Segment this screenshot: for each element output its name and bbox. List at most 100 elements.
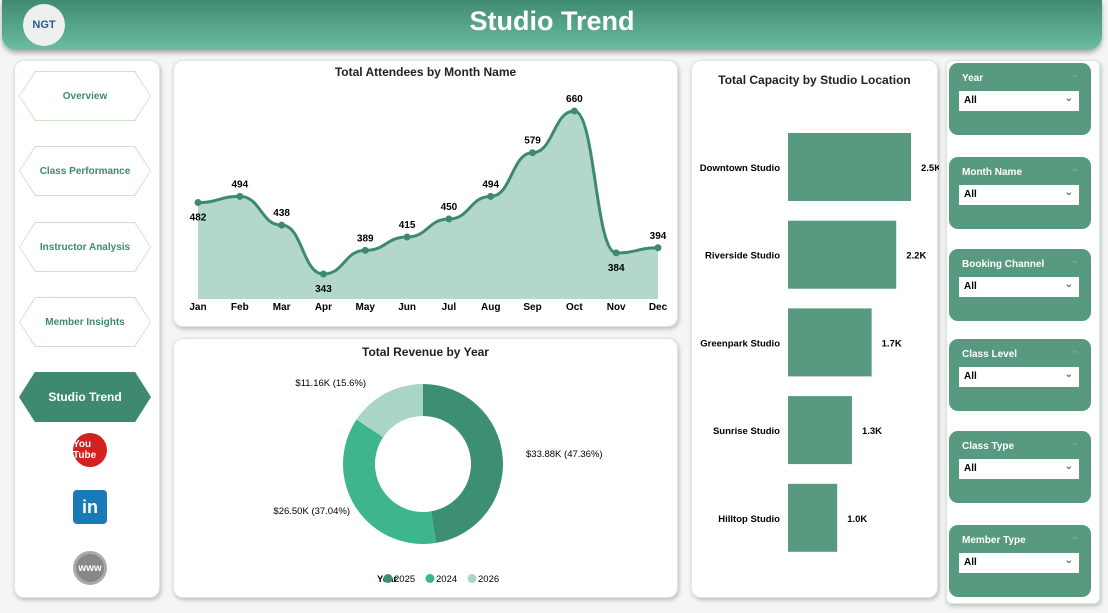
data-label: 415 [399, 220, 416, 231]
nav-panel: Overview Class Performance Instructor An… [14, 60, 160, 598]
bar [788, 483, 838, 552]
data-point [361, 246, 369, 254]
area-fill [198, 111, 658, 299]
chart-title: Total Revenue by Year [362, 345, 489, 359]
chevron-down-icon[interactable]: ⌄ [1070, 437, 1079, 448]
legend-label: 2026 [478, 574, 499, 585]
data-point [487, 192, 495, 200]
filter-label: Year [962, 73, 984, 84]
data-point [529, 149, 537, 157]
data-label: 394 [650, 231, 667, 242]
legend-marker [425, 574, 435, 583]
chevron-down-icon[interactable]: ⌄ [1070, 531, 1079, 542]
data-point [278, 221, 286, 229]
filter-dropdown[interactable]: All ⌄ [959, 277, 1079, 297]
x-tick-label: Nov [607, 302, 626, 313]
data-point [612, 249, 620, 257]
filter-dropdown[interactable]: All ⌄ [959, 459, 1079, 479]
filter-label: Member Type [962, 535, 1026, 546]
filter-0: Year ⌄ All ⌄ [949, 63, 1091, 135]
nav-overview[interactable]: Overview [19, 71, 151, 121]
filter-dropdown[interactable]: All ⌄ [959, 553, 1079, 573]
data-label: 2.2K [906, 251, 926, 262]
category-label: Riverside Studio [705, 251, 780, 262]
attendees-chart: Total Attendees by Month Name 482 Jan 494 F… [173, 60, 678, 327]
legend-label: 2025 [394, 574, 415, 585]
bar [788, 133, 911, 201]
youtube-icon[interactable]: You Tube [73, 433, 107, 467]
data-label: 1.0K [847, 514, 867, 525]
filter-panel: Year ⌄ All ⌄ Month Name ⌄ All ⌄ Booking Channel ⌄… [946, 60, 1100, 604]
chevron-down-icon: ⌄ [1064, 461, 1073, 472]
chevron-down-icon[interactable]: ⌄ [1070, 345, 1079, 356]
donut-slice-2026 [356, 384, 423, 438]
filter-4: Class Type ⌄ All ⌄ [949, 431, 1091, 503]
data-label: 450 [441, 202, 458, 213]
donut-slice-2024 [343, 419, 437, 544]
filter-value: All [964, 95, 977, 106]
x-tick-label: Sep [523, 302, 541, 313]
filter-dropdown[interactable]: All ⌄ [959, 367, 1079, 387]
nav-studio-trend[interactable]: Studio Trend [19, 372, 151, 422]
x-tick-label: Aug [481, 302, 500, 313]
data-label: 660 [566, 94, 583, 105]
filter-2: Booking Channel ⌄ All ⌄ [949, 249, 1091, 321]
x-tick-label: Jan [189, 302, 206, 313]
data-point [403, 233, 411, 241]
nav-label: Member Insights [20, 298, 150, 346]
nav-label: Studio Trend [20, 373, 150, 421]
data-point [236, 192, 244, 200]
chevron-down-icon[interactable]: ⌄ [1070, 69, 1079, 80]
data-label: 384 [608, 263, 625, 274]
nav-instructor-analysis[interactable]: Instructor Analysis [19, 222, 151, 272]
nav-member-insights[interactable]: Member Insights [19, 297, 151, 347]
www-icon[interactable]: www [73, 551, 107, 585]
nav-label: Overview [20, 72, 150, 120]
data-label: 438 [273, 208, 290, 219]
nav-class-performance[interactable]: Class Performance [19, 146, 151, 196]
data-label: 1.3K [862, 426, 882, 437]
chevron-down-icon[interactable]: ⌄ [1070, 163, 1079, 174]
data-label: 2.5K [921, 163, 939, 174]
revenue-chart: Total Revenue by Year $33.88K (47.36%) $2… [173, 338, 678, 598]
filter-dropdown[interactable]: All ⌄ [959, 185, 1079, 205]
bar [788, 308, 872, 377]
chart-title: Total Capacity by Studio Location [718, 73, 911, 87]
slice-label: $33.88K (47.36%) [526, 449, 603, 460]
x-tick-label: Feb [231, 302, 249, 313]
x-tick-label: Apr [315, 302, 332, 313]
data-label: 482 [190, 213, 207, 224]
data-point [570, 107, 578, 115]
chevron-down-icon: ⌄ [1064, 555, 1073, 566]
data-label: 494 [231, 179, 248, 190]
category-label: Hilltop Studio [718, 514, 780, 525]
data-label: 579 [524, 136, 541, 147]
x-tick-label: May [356, 302, 376, 313]
chevron-down-icon: ⌄ [1064, 369, 1073, 380]
logo: NGT [23, 4, 65, 46]
x-tick-label: Jul [442, 302, 457, 313]
slice-label: $26.50K (37.04%) [273, 506, 350, 517]
x-tick-label: Dec [649, 302, 668, 313]
slice-label: $11.16K (15.6%) [295, 378, 366, 389]
data-point [654, 244, 662, 252]
x-tick-label: Oct [566, 302, 583, 313]
capacity-chart: Total Capacity by Studio Location Downto… [691, 60, 939, 598]
bar [788, 220, 897, 289]
x-tick-label: Jun [398, 302, 416, 313]
legend-label: 2024 [436, 574, 457, 585]
data-label: 343 [315, 284, 332, 295]
linkedin-icon[interactable]: in [73, 490, 107, 524]
filter-dropdown[interactable]: All ⌄ [959, 91, 1079, 111]
data-point [194, 199, 202, 207]
filter-value: All [964, 281, 977, 292]
data-label: 494 [482, 179, 499, 190]
header: NGT Studio Trend [2, 0, 1102, 50]
chevron-down-icon[interactable]: ⌄ [1070, 255, 1079, 266]
chart-title: Total Attendees by Month Name [334, 65, 517, 79]
filter-1: Month Name ⌄ All ⌄ [949, 157, 1091, 229]
nav-label: Class Performance [20, 147, 150, 195]
filter-value: All [964, 463, 977, 474]
filter-label: Class Level [962, 349, 1018, 360]
filter-label: Booking Channel [962, 259, 1045, 270]
